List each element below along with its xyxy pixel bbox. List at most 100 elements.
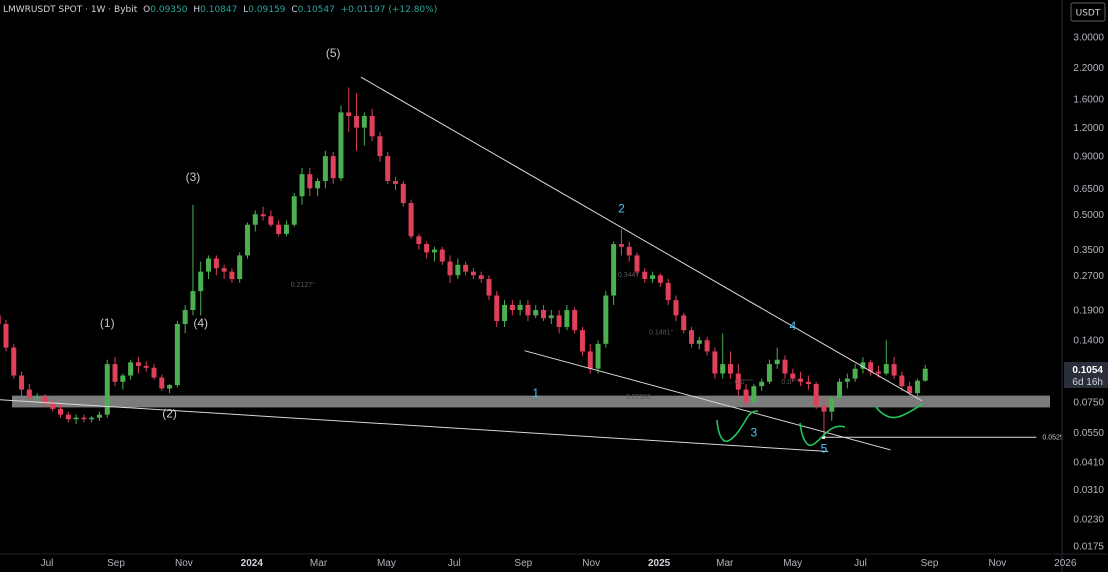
candle	[291, 193, 297, 227]
candle	[260, 206, 266, 221]
candle	[533, 304, 539, 319]
candle	[494, 291, 500, 328]
candle-body	[182, 310, 188, 324]
candle-body	[322, 156, 328, 181]
candle	[650, 271, 656, 283]
candle-body	[89, 417, 95, 420]
candle	[689, 327, 695, 348]
candle-body	[361, 116, 367, 128]
candle-body	[922, 368, 928, 381]
candle	[190, 204, 196, 316]
candle-body	[751, 386, 757, 403]
candle	[159, 374, 165, 391]
currency-button[interactable]: USDT	[1070, 2, 1106, 22]
candle	[837, 378, 843, 401]
currency-button-label[interactable]: USDT	[1076, 9, 1101, 19]
candle-body	[533, 310, 539, 316]
candle	[704, 336, 710, 356]
candle	[447, 255, 453, 283]
candle	[486, 275, 492, 301]
candle	[712, 347, 718, 379]
candle	[681, 312, 687, 334]
wave-label: (1)	[100, 316, 115, 330]
wave-label: 5	[821, 442, 828, 456]
candle-body	[572, 310, 578, 331]
candle	[727, 351, 733, 379]
candle-body	[252, 214, 258, 225]
candle-body	[447, 261, 453, 276]
candle	[805, 375, 811, 390]
candle-body	[844, 378, 850, 382]
candle	[821, 398, 827, 437]
candle-body	[634, 255, 640, 272]
candle	[377, 131, 383, 162]
candle-body	[782, 359, 788, 374]
y-tick-label: 0.0410	[1073, 457, 1104, 468]
candle	[237, 252, 243, 283]
candle	[657, 273, 663, 287]
time-axis[interactable]: Jul Sep Nov 2024 Mar May Jul Sep Nov 2025 Mar May Ju…	[41, 558, 1077, 569]
candle	[19, 371, 25, 396]
y-tick-label: 1.2000	[1073, 123, 1104, 134]
candle-body	[541, 310, 547, 319]
trendline[interactable]	[524, 350, 891, 451]
candle	[42, 394, 48, 407]
x-tick-label: Mar	[716, 558, 734, 569]
x-tick-label: Sep	[514, 558, 532, 569]
candle	[11, 343, 17, 379]
candle	[206, 255, 212, 279]
wave-label: 3	[751, 425, 758, 439]
candle-body	[626, 246, 632, 256]
y-tick-label: 0.1400	[1073, 336, 1104, 347]
x-tick-label: Nov	[582, 558, 600, 569]
high-value: 0.10847	[200, 5, 237, 15]
candle	[541, 304, 547, 322]
candle	[50, 399, 56, 412]
currency-button-frame[interactable]	[1070, 2, 1106, 22]
candle	[439, 246, 445, 265]
candle	[182, 304, 188, 334]
candle-body	[393, 180, 398, 184]
x-tick-label: May	[377, 558, 396, 569]
y-tick-label: 0.0750	[1073, 398, 1104, 409]
candle	[860, 357, 866, 374]
candle	[283, 220, 289, 237]
candle	[891, 357, 897, 379]
candle	[455, 258, 461, 279]
x-tick-label: Sep	[921, 558, 939, 569]
candle-body	[198, 271, 204, 292]
candle	[743, 383, 749, 407]
candle-body	[19, 375, 25, 390]
candle-body	[221, 268, 227, 272]
candle-body	[681, 315, 687, 331]
candle-body	[439, 249, 445, 262]
candle	[611, 241, 617, 305]
candle-body	[470, 271, 476, 276]
faint-price-label: 0.0°°°	[735, 378, 753, 386]
y-tick-label: 0.9000	[1073, 152, 1104, 163]
candle	[338, 105, 344, 181]
open-value: 0.09350	[150, 5, 187, 15]
candle-body	[914, 380, 920, 394]
candle-body	[416, 236, 422, 245]
candle	[268, 210, 274, 227]
candle	[81, 414, 87, 423]
trendline[interactable]	[0, 399, 829, 452]
candle-body	[283, 224, 289, 234]
price-axis[interactable]	[1062, 0, 1108, 572]
y-tick-label: 0.1900	[1073, 306, 1104, 317]
candle	[626, 241, 632, 262]
candle	[509, 300, 515, 316]
candle	[696, 336, 702, 350]
trendline[interactable]	[360, 76, 922, 402]
last-price-badge: 0.1054 6d 16h	[1064, 362, 1108, 388]
support-zone	[12, 395, 1050, 408]
candle-body	[696, 340, 702, 344]
x-tick-label: May	[783, 558, 802, 569]
candle	[579, 327, 585, 356]
candle	[564, 304, 570, 331]
candle	[408, 199, 414, 239]
x-tick-label: 2025	[648, 558, 671, 569]
